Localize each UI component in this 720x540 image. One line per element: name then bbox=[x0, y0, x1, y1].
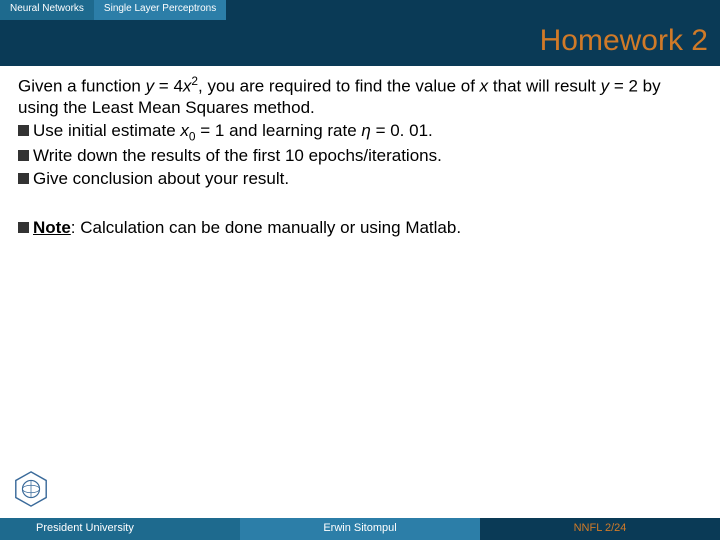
bullet-item: Give conclusion about your result. bbox=[18, 168, 702, 189]
bullet-text: Use initial estimate x0 = 1 and learning… bbox=[33, 120, 702, 144]
header-tab-course: Neural Networks bbox=[0, 0, 94, 20]
intro-mid: , you are required to find the value of bbox=[198, 77, 480, 96]
content-area: Given a function y = 4x2, you are requir… bbox=[0, 66, 720, 238]
note-body: : Calculation can be done manually or us… bbox=[71, 218, 461, 237]
b1-pre: Use initial estimate bbox=[33, 121, 180, 140]
bullet-item: Write down the results of the first 10 e… bbox=[18, 145, 702, 166]
header-fill bbox=[226, 0, 720, 20]
var-y2: y bbox=[601, 77, 610, 96]
b1-end: = 0. 01. bbox=[371, 121, 433, 140]
header-tab-topic: Single Layer Perceptrons bbox=[94, 0, 226, 20]
footer-author: Erwin Sitompul bbox=[240, 518, 480, 540]
b1-mid: = 1 and learning rate bbox=[196, 121, 362, 140]
intro-paragraph: Given a function y = 4x2, you are requir… bbox=[18, 74, 702, 118]
intro-mid2: that will result bbox=[488, 77, 600, 96]
bullet-icon bbox=[18, 173, 29, 184]
footer-university: President University bbox=[0, 518, 240, 540]
bullet-item: Note: Calculation can be done manually o… bbox=[18, 217, 702, 238]
var-y: y bbox=[146, 77, 155, 96]
title-bar: Homework 2 bbox=[0, 20, 720, 66]
bullet-icon bbox=[18, 222, 29, 233]
footer-page: NNFL 2/24 bbox=[480, 518, 720, 540]
bullet-text: Give conclusion about your result. bbox=[33, 168, 702, 189]
bullet-text: Write down the results of the first 10 e… bbox=[33, 145, 702, 166]
eq-part: = 4 bbox=[154, 77, 183, 96]
b1-sub: 0 bbox=[189, 130, 196, 144]
slide-title: Homework 2 bbox=[540, 24, 708, 57]
footer-bar: President University Erwin Sitompul NNFL… bbox=[0, 518, 720, 540]
bullet-icon bbox=[18, 150, 29, 161]
note-section: Note: Calculation can be done manually o… bbox=[18, 217, 702, 238]
bullet-icon bbox=[18, 125, 29, 136]
bullet-item: Use initial estimate x0 = 1 and learning… bbox=[18, 120, 702, 144]
b1-x: x bbox=[180, 121, 189, 140]
intro-text: Given a function bbox=[18, 77, 146, 96]
university-logo-icon bbox=[12, 470, 50, 508]
var-x2: x bbox=[480, 77, 489, 96]
note-label: Note bbox=[33, 218, 71, 237]
note-text: Note: Calculation can be done manually o… bbox=[33, 217, 702, 238]
b1-eta: η bbox=[361, 121, 370, 140]
header-bar: Neural Networks Single Layer Perceptrons bbox=[0, 0, 720, 20]
